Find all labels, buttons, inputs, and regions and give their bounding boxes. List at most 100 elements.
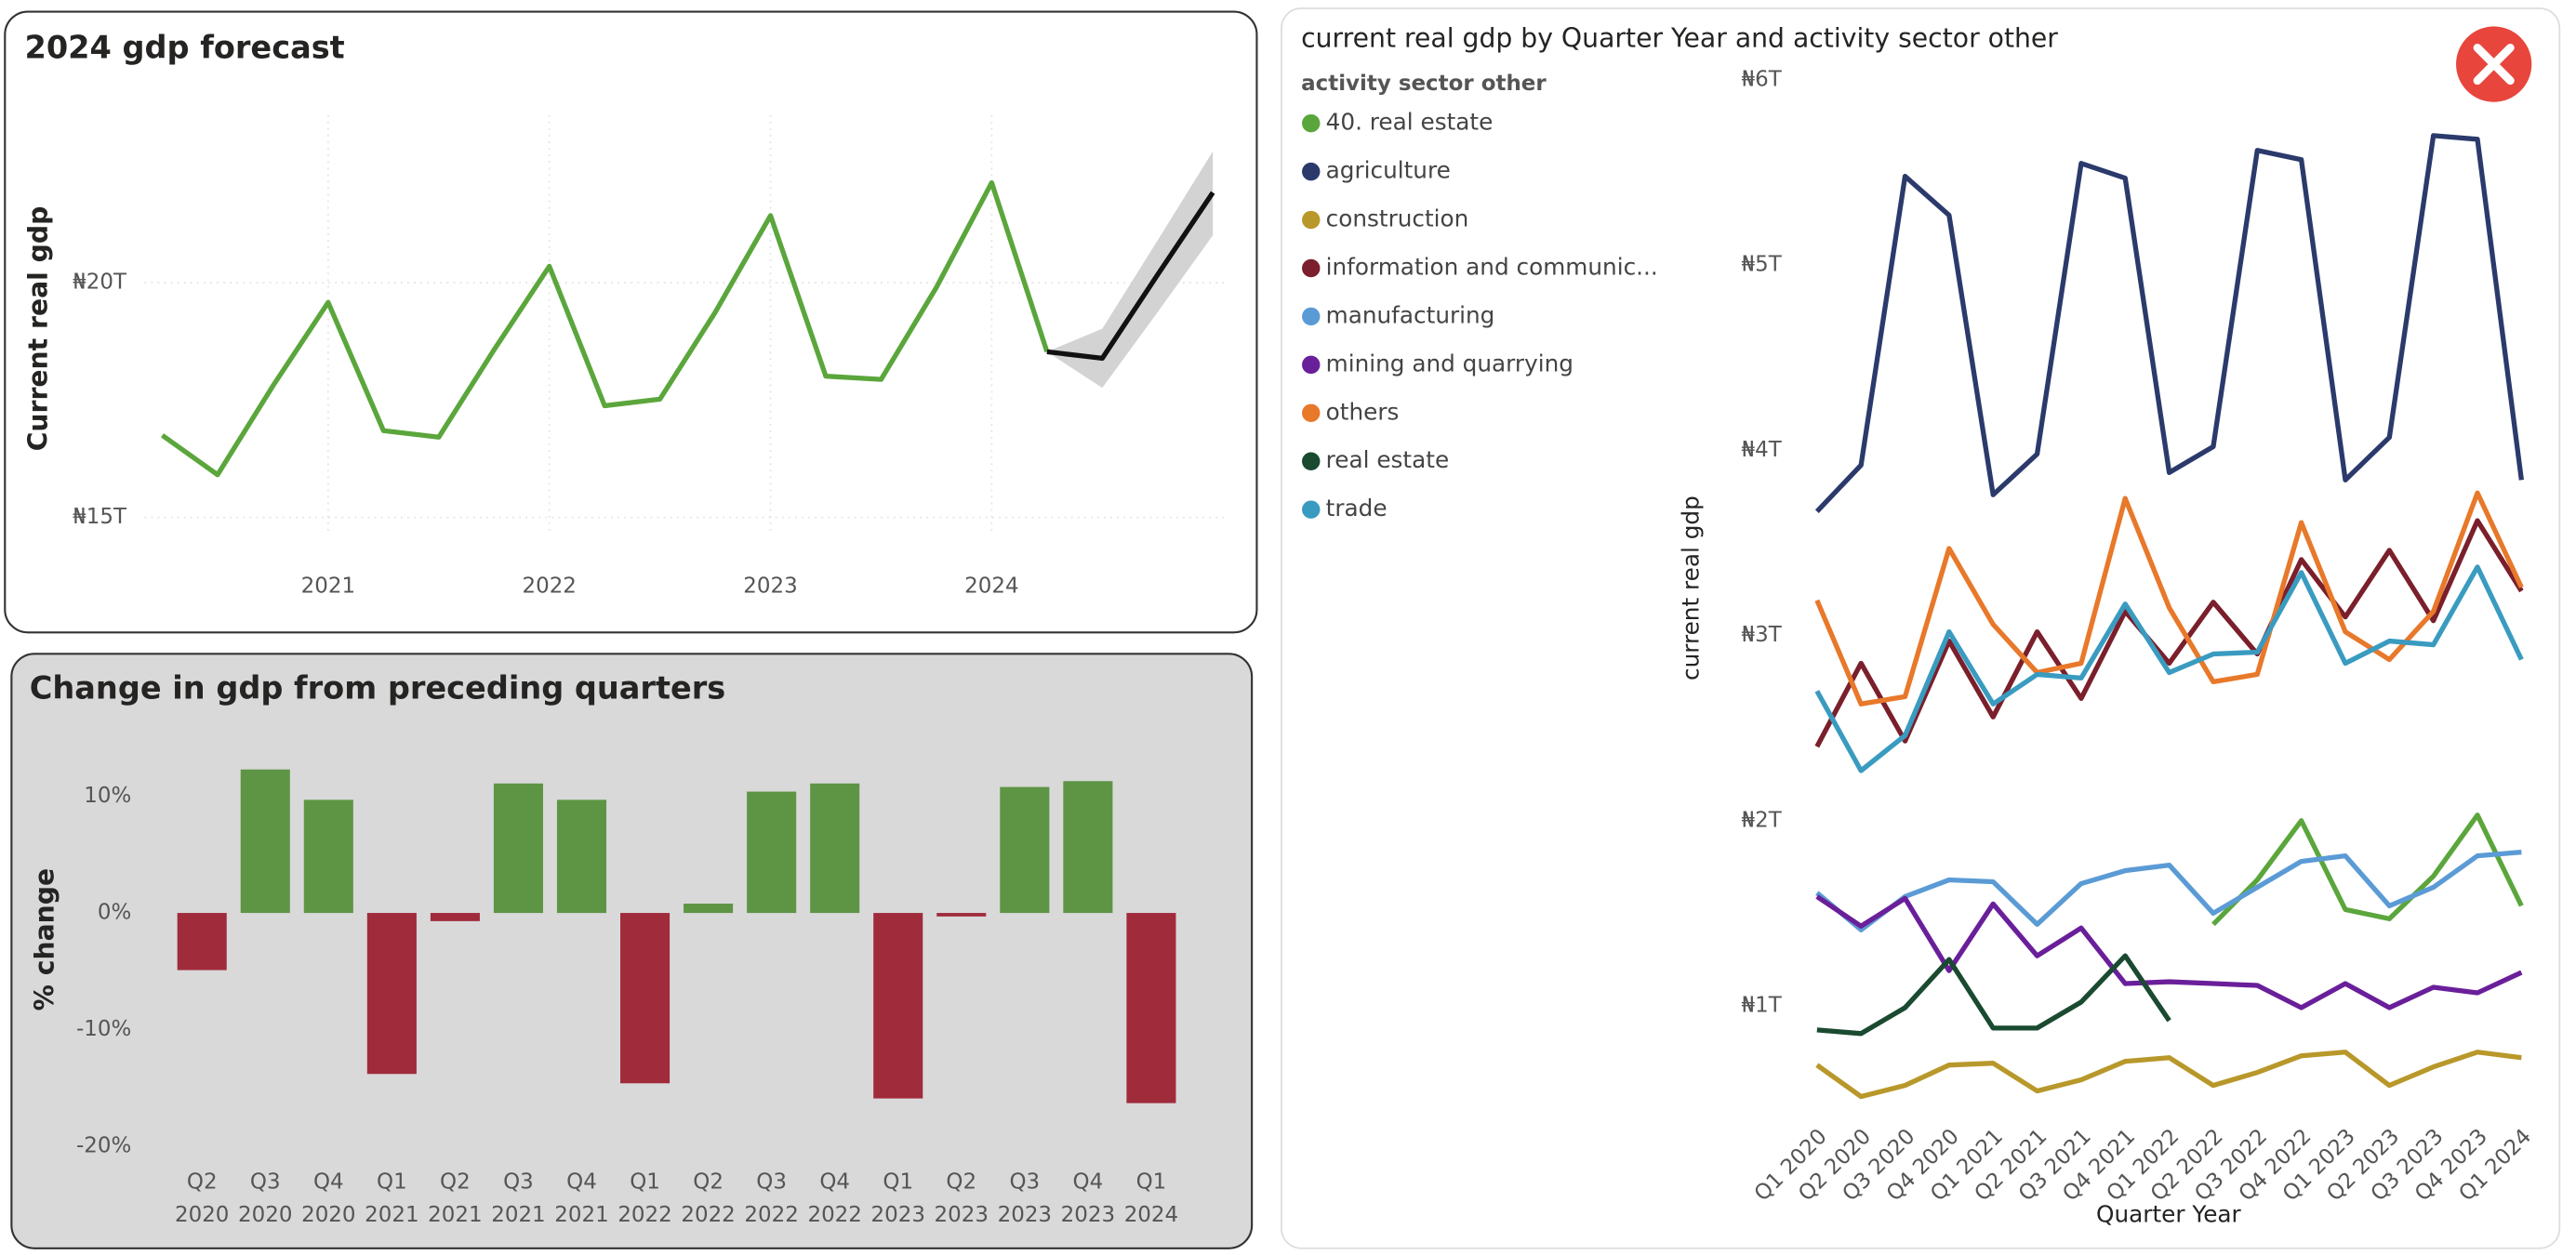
x-tick-label: 2023 [871,1203,925,1227]
x-tick-label: Q1 [1136,1170,1167,1195]
legend-marker [1302,258,1321,278]
bar [936,913,987,917]
legend-marker [1302,210,1321,230]
x-tick-label: 2021 [491,1203,545,1227]
bar [493,783,543,914]
bar [810,783,860,914]
series-line [2211,812,2524,927]
x-tick-label: 2024 [964,574,1018,598]
bar [1000,786,1050,914]
legend-label: trade [1326,495,1388,522]
y-tick-label: ₦3T [1742,623,1783,647]
legend-title: activity sector other [1301,72,1547,96]
bar [1126,913,1176,1103]
bar [177,913,227,971]
x-tick-label: 2022 [522,574,576,598]
bar [366,913,417,1075]
series-line [1815,1050,2522,1100]
x-tick-label: Q2 [693,1170,724,1195]
legend-label: others [1326,398,1400,425]
sector-panel [1281,7,2561,1249]
bar [430,913,480,921]
x-tick-label: 2023 [998,1203,1052,1227]
x-tick-label: Q3 [756,1170,787,1195]
legend-label: construction [1326,205,1469,232]
legend-label: 40. real estate [1326,109,1494,136]
y-tick-label: -20% [76,1134,131,1158]
x-tick-label: 2020 [238,1203,292,1227]
legend-marker [1302,113,1321,133]
series-line [1814,518,2524,748]
x-tick-label: 2023 [935,1203,989,1227]
x-tick-label: Q4 [313,1170,344,1195]
bar [303,799,353,914]
x-tick-label: 2021 [365,1203,418,1227]
x-tick-label: 2020 [175,1203,229,1227]
series-line [1814,133,2524,513]
bar [747,791,797,914]
y-tick-label: 10% [84,784,131,808]
y-tick-label: ₦6T [1742,68,1783,92]
series-line [1814,564,2524,773]
legend-label: mining and quarrying [1326,350,1573,376]
y-tick-label: ₦15T [73,505,127,529]
y-tick-label: ₦20T [73,271,127,295]
y-axis-title: Current real gdp [22,206,53,452]
legend-marker [1302,162,1321,181]
forecast-band [1046,151,1214,389]
close-button[interactable] [2456,26,2532,102]
x-tick-label: 2023 [743,574,797,598]
x-tick-label: Q1 [377,1170,407,1195]
x-tick-label: Q4 [1073,1170,1104,1195]
y-tick-label: ₦1T [1742,993,1783,1017]
x-tick-label: 2022 [617,1203,671,1227]
series-line [1815,894,2523,1011]
bar [684,904,734,914]
close-icon[interactable] [2473,43,2515,86]
x-tick-label: Q4 [566,1170,597,1195]
x-tick-label: Q1 [883,1170,913,1195]
x-tick-label: Q4 [819,1170,850,1195]
forecast-panel [4,10,1258,634]
series-line [1815,849,2522,932]
legend-marker [1302,500,1321,519]
y-tick-label: ₦2T [1742,808,1783,832]
chart-title: Change in gdp from preceding quarters [30,670,725,707]
x-tick-label: 2021 [554,1203,608,1227]
bar [556,799,607,914]
y-tick-label: ₦5T [1742,253,1783,277]
x-tick-label: Q3 [250,1170,281,1195]
chart-title: current real gdp by Quarter Year and act… [1301,23,2058,54]
actual-line [160,179,1050,478]
x-tick-label: Q3 [1009,1170,1040,1195]
x-tick-label: Q2 [187,1170,218,1195]
x-tick-label: Q2 [946,1170,976,1195]
legend-marker [1302,403,1321,423]
x-tick-label: Q3 [503,1170,534,1195]
y-tick-label: -10% [76,1017,131,1041]
legend-label: manufacturing [1326,301,1495,328]
legend-label: agriculture [1326,157,1451,184]
bar [873,913,923,1099]
series-line [1816,953,2171,1037]
legend-marker [1302,355,1321,375]
legend-marker [1302,452,1321,470]
x-axis-title: Quarter Year [2096,1200,2242,1227]
x-tick-label: 2021 [428,1203,482,1227]
y-axis-title: current real gdp [1678,495,1705,680]
x-tick-label: 2020 [301,1203,355,1227]
y-tick-label: 0% [98,901,131,925]
forecast-line [1046,191,1215,362]
bar [620,913,671,1084]
bar [1063,781,1113,914]
x-tick-label: 2021 [301,574,355,598]
y-tick-label: ₦4T [1742,438,1783,462]
chart-title: 2024 gdp forecast [24,30,344,66]
bar [240,769,290,914]
legend-label: information and communic... [1326,253,1658,280]
legend-label: real estate [1326,446,1450,473]
legend-marker [1302,307,1321,326]
y-axis-title: % change [29,868,60,1011]
